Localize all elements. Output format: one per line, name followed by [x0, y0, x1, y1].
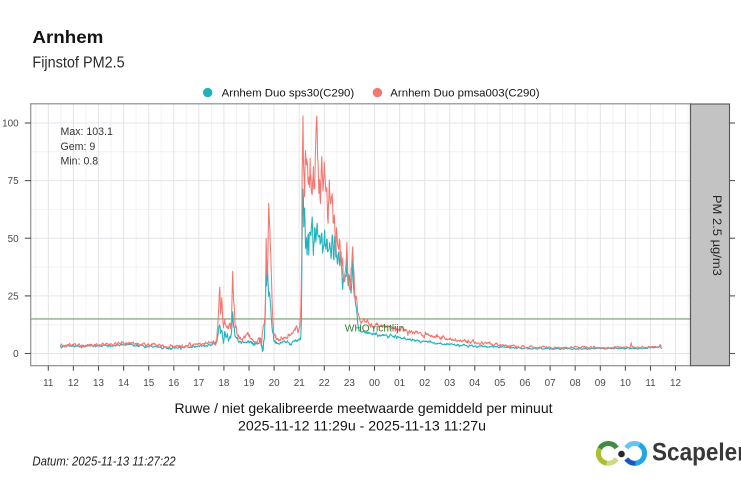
svg-text:Datum: 2025-11-13 11:27:22: Datum: 2025-11-13 11:27:22: [32, 455, 175, 469]
svg-text:23: 23: [344, 378, 355, 389]
svg-text:07: 07: [545, 378, 556, 389]
svg-text:15: 15: [143, 378, 154, 389]
svg-text:10: 10: [620, 378, 631, 389]
svg-text:Scapeler: Scapeler: [652, 440, 741, 467]
svg-text:22: 22: [319, 378, 330, 389]
svg-text:19: 19: [244, 378, 255, 389]
svg-text:Max: 103.1: Max: 103.1: [61, 126, 114, 138]
svg-text:0: 0: [13, 349, 19, 360]
svg-text:Gem: 9: Gem: 9: [61, 141, 96, 153]
svg-text:03: 03: [444, 378, 455, 389]
svg-text:PM 2.5 µg/m3: PM 2.5 µg/m3: [710, 195, 724, 276]
svg-text:13: 13: [93, 378, 104, 389]
svg-text:14: 14: [118, 378, 129, 389]
svg-text:04: 04: [469, 378, 480, 389]
svg-text:75: 75: [8, 176, 19, 187]
svg-text:25: 25: [8, 292, 19, 303]
svg-text:12: 12: [68, 378, 79, 389]
svg-text:12: 12: [670, 378, 681, 389]
svg-text:Arnhem Duo pmsa003(C290): Arnhem Duo pmsa003(C290): [390, 87, 539, 99]
svg-text:WHO richtlijn: WHO richtlijn: [345, 323, 405, 335]
svg-text:16: 16: [168, 378, 179, 389]
svg-text:21: 21: [294, 378, 305, 389]
svg-text:100: 100: [2, 119, 19, 130]
svg-text:06: 06: [520, 378, 531, 389]
svg-text:17: 17: [193, 378, 204, 389]
svg-text:11: 11: [43, 378, 54, 389]
svg-text:20: 20: [269, 378, 280, 389]
svg-text:02: 02: [419, 378, 430, 389]
svg-text:05: 05: [494, 378, 505, 389]
svg-text:Fijnstof PM2.5: Fijnstof PM2.5: [32, 55, 124, 72]
svg-text:Min: 0.8: Min: 0.8: [61, 156, 99, 168]
svg-text:00: 00: [369, 378, 380, 389]
svg-text:50: 50: [8, 234, 19, 245]
svg-text:Ruwe / niet gekalibreerde meet: Ruwe / niet gekalibreerde meetwaarde gem…: [175, 400, 553, 416]
svg-text:18: 18: [218, 378, 229, 389]
svg-text:Arnhem: Arnhem: [32, 27, 103, 47]
svg-text:01: 01: [394, 378, 405, 389]
svg-text:11: 11: [645, 378, 656, 389]
svg-text:08: 08: [570, 378, 581, 389]
svg-text:2025-11-12 11:29u - 2025-11-13: 2025-11-12 11:29u - 2025-11-13 11:27u: [238, 418, 486, 434]
svg-text:09: 09: [595, 378, 606, 389]
svg-text:Arnhem Duo sps30(C290): Arnhem Duo sps30(C290): [222, 87, 355, 99]
